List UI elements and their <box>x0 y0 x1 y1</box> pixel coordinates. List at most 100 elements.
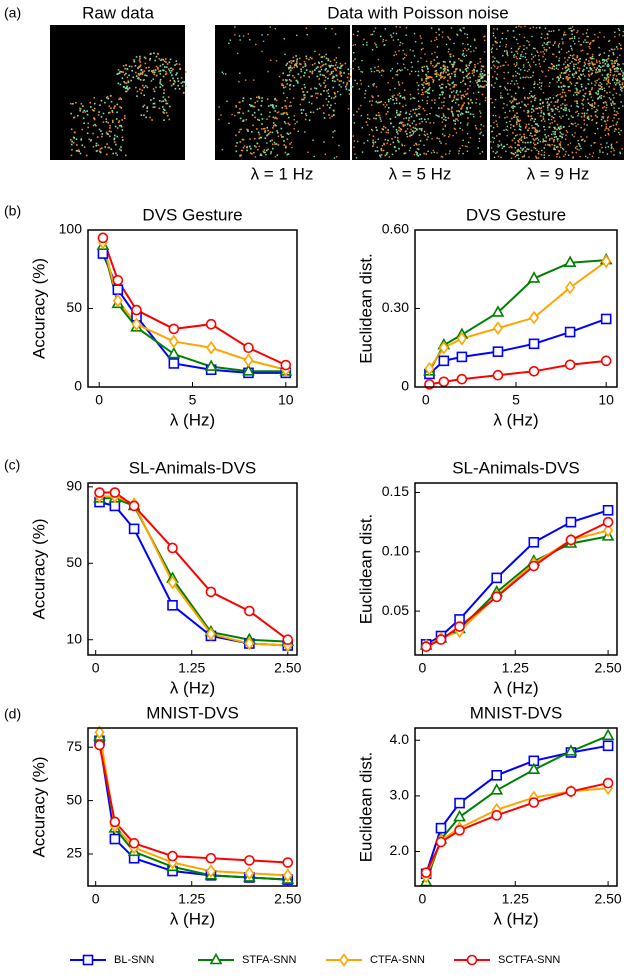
noise-dot <box>509 82 512 85</box>
noise-dot <box>464 83 466 85</box>
event-dot <box>596 61 598 63</box>
noise-dot <box>534 98 536 100</box>
event-dot <box>567 65 570 68</box>
event-dot <box>417 148 420 151</box>
event-dot <box>549 96 551 99</box>
event-dot <box>253 145 256 147</box>
event-dot <box>336 66 339 69</box>
event-dot <box>339 73 342 75</box>
event-dot <box>621 75 624 77</box>
noise-dot <box>534 83 536 85</box>
noise-dot <box>515 80 518 82</box>
noise-dot <box>600 118 603 121</box>
noise-dot <box>553 133 555 135</box>
chart-title: DVS Gesture <box>466 205 566 224</box>
noise-dot <box>569 54 572 57</box>
event-dot <box>180 82 183 84</box>
noise-dot <box>521 101 523 103</box>
event-dot <box>562 108 565 111</box>
noise-dot <box>462 42 464 45</box>
event-dot <box>143 94 145 97</box>
noise-dot <box>591 62 594 64</box>
noise-dot <box>550 118 553 121</box>
marker <box>420 867 432 878</box>
noise-dot <box>603 106 606 108</box>
event-dot <box>139 73 141 76</box>
noise-dot <box>574 84 576 87</box>
event-dot <box>461 60 463 62</box>
noise-dot <box>516 118 519 120</box>
noise-dot <box>276 111 279 114</box>
noise-dot <box>514 142 516 144</box>
noise-dot <box>580 73 582 76</box>
event-dot <box>160 83 163 86</box>
event-dot <box>397 141 400 143</box>
event-dot <box>512 132 514 134</box>
noise-dot <box>359 79 362 82</box>
event-dot <box>513 105 516 108</box>
noise-dot <box>526 40 528 42</box>
event-dot <box>281 106 284 109</box>
event-dot <box>530 132 532 135</box>
event-dot <box>601 88 603 91</box>
noise-dot <box>551 63 554 66</box>
noise-dot <box>338 46 340 49</box>
event-dot <box>286 62 289 65</box>
noise-dot <box>262 40 265 42</box>
noise-dot <box>534 147 537 150</box>
event-dot <box>553 147 556 149</box>
noise-dot <box>239 39 241 41</box>
event-dot <box>523 133 525 136</box>
event-dot <box>382 149 385 152</box>
noise-dot <box>380 120 382 122</box>
event-dot <box>164 66 166 68</box>
event-dot <box>318 78 321 80</box>
event-dot <box>152 78 155 81</box>
event-dot <box>296 58 299 61</box>
event-dot <box>442 113 445 115</box>
event-dot <box>573 72 576 75</box>
event-dot <box>162 96 165 98</box>
noise-dot <box>611 146 613 148</box>
event-dot <box>325 57 328 60</box>
noise-dot <box>534 54 537 57</box>
event-dot <box>542 141 544 143</box>
noise-dot <box>594 84 596 86</box>
noise-dot <box>593 106 596 108</box>
event-dot <box>406 135 409 138</box>
event-dot <box>266 126 268 129</box>
event-dot <box>104 101 106 104</box>
event-dot <box>547 135 550 137</box>
event-dot <box>125 90 127 93</box>
event-dot <box>418 134 421 137</box>
marker <box>527 271 541 283</box>
marker <box>168 323 180 335</box>
noise-dot <box>392 39 395 41</box>
noise-dot <box>288 124 291 126</box>
noise-dot <box>394 87 396 90</box>
event-dot <box>544 133 546 136</box>
noise-dot <box>426 82 429 85</box>
event-dot <box>399 113 402 116</box>
noise-dot <box>496 67 498 70</box>
event-dot <box>303 94 305 96</box>
noise-dot <box>591 99 594 102</box>
event-dot <box>566 64 569 66</box>
noise-dot <box>603 60 605 63</box>
noise-dot <box>610 102 612 105</box>
event-dot <box>182 92 185 94</box>
noise-dot <box>520 147 522 149</box>
marker <box>565 280 576 295</box>
noise-dot <box>615 114 617 116</box>
event-dot <box>375 117 377 120</box>
event-dot <box>155 55 158 58</box>
noise-dot <box>304 131 306 133</box>
event-dot <box>459 68 461 71</box>
event-dot <box>418 128 421 130</box>
event-dot <box>465 70 468 72</box>
noise-dot <box>491 76 494 78</box>
event-dot <box>622 85 624 88</box>
event-dot <box>116 135 119 138</box>
noise-dot <box>550 30 553 33</box>
